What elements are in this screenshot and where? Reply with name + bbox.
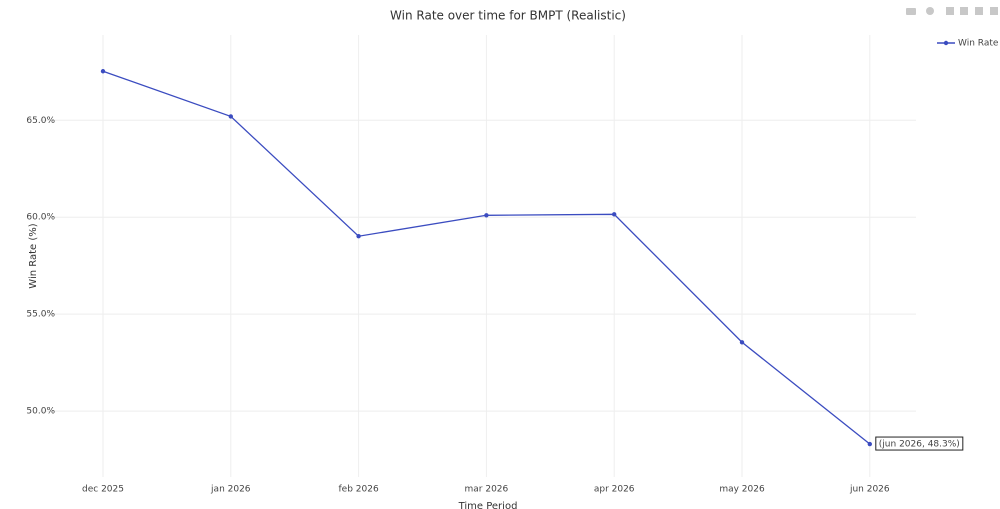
y-tick-label: 65.0% xyxy=(26,116,55,126)
point xyxy=(612,212,617,217)
zoom-icon[interactable] xyxy=(926,7,934,15)
autoscale-icon[interactable] xyxy=(975,7,983,15)
point xyxy=(867,441,872,447)
x-tick-label: mar 2026 xyxy=(465,485,509,495)
point xyxy=(739,340,745,345)
legend-label: Win Rate xyxy=(958,39,999,49)
x-axis-title: Time Period xyxy=(458,501,518,509)
x-tick-label: may 2026 xyxy=(719,485,765,495)
point xyxy=(100,69,106,74)
home-icon[interactable] xyxy=(990,7,998,15)
zoom-in-icon[interactable] xyxy=(946,7,954,15)
x-tick-label: feb 2026 xyxy=(339,485,379,495)
point xyxy=(356,234,361,239)
camera-icon[interactable] xyxy=(906,8,916,15)
point xyxy=(484,213,489,218)
hover-box xyxy=(875,436,964,451)
toolbar xyxy=(906,7,998,15)
x-tick-label: jan 2026 xyxy=(210,485,251,495)
point xyxy=(228,114,233,119)
x-tick-label: dec 2025 xyxy=(82,485,124,495)
legend-marker xyxy=(943,40,949,46)
y-tick-label: 50.0% xyxy=(26,407,55,417)
y-tick-label: 55.0% xyxy=(26,310,55,320)
y-axis-title: Win Rate (%) xyxy=(28,223,39,288)
y-tick-label: 60.0% xyxy=(26,213,55,223)
x-tick-label: jun 2026 xyxy=(849,485,890,495)
zoom-out-icon[interactable] xyxy=(960,7,968,15)
chart-title: Win Rate over time for BMPT (Realistic) xyxy=(390,9,626,23)
x-tick-label: apr 2026 xyxy=(594,485,635,495)
hover-label: (jun 2026, 48.3%) xyxy=(879,440,960,450)
